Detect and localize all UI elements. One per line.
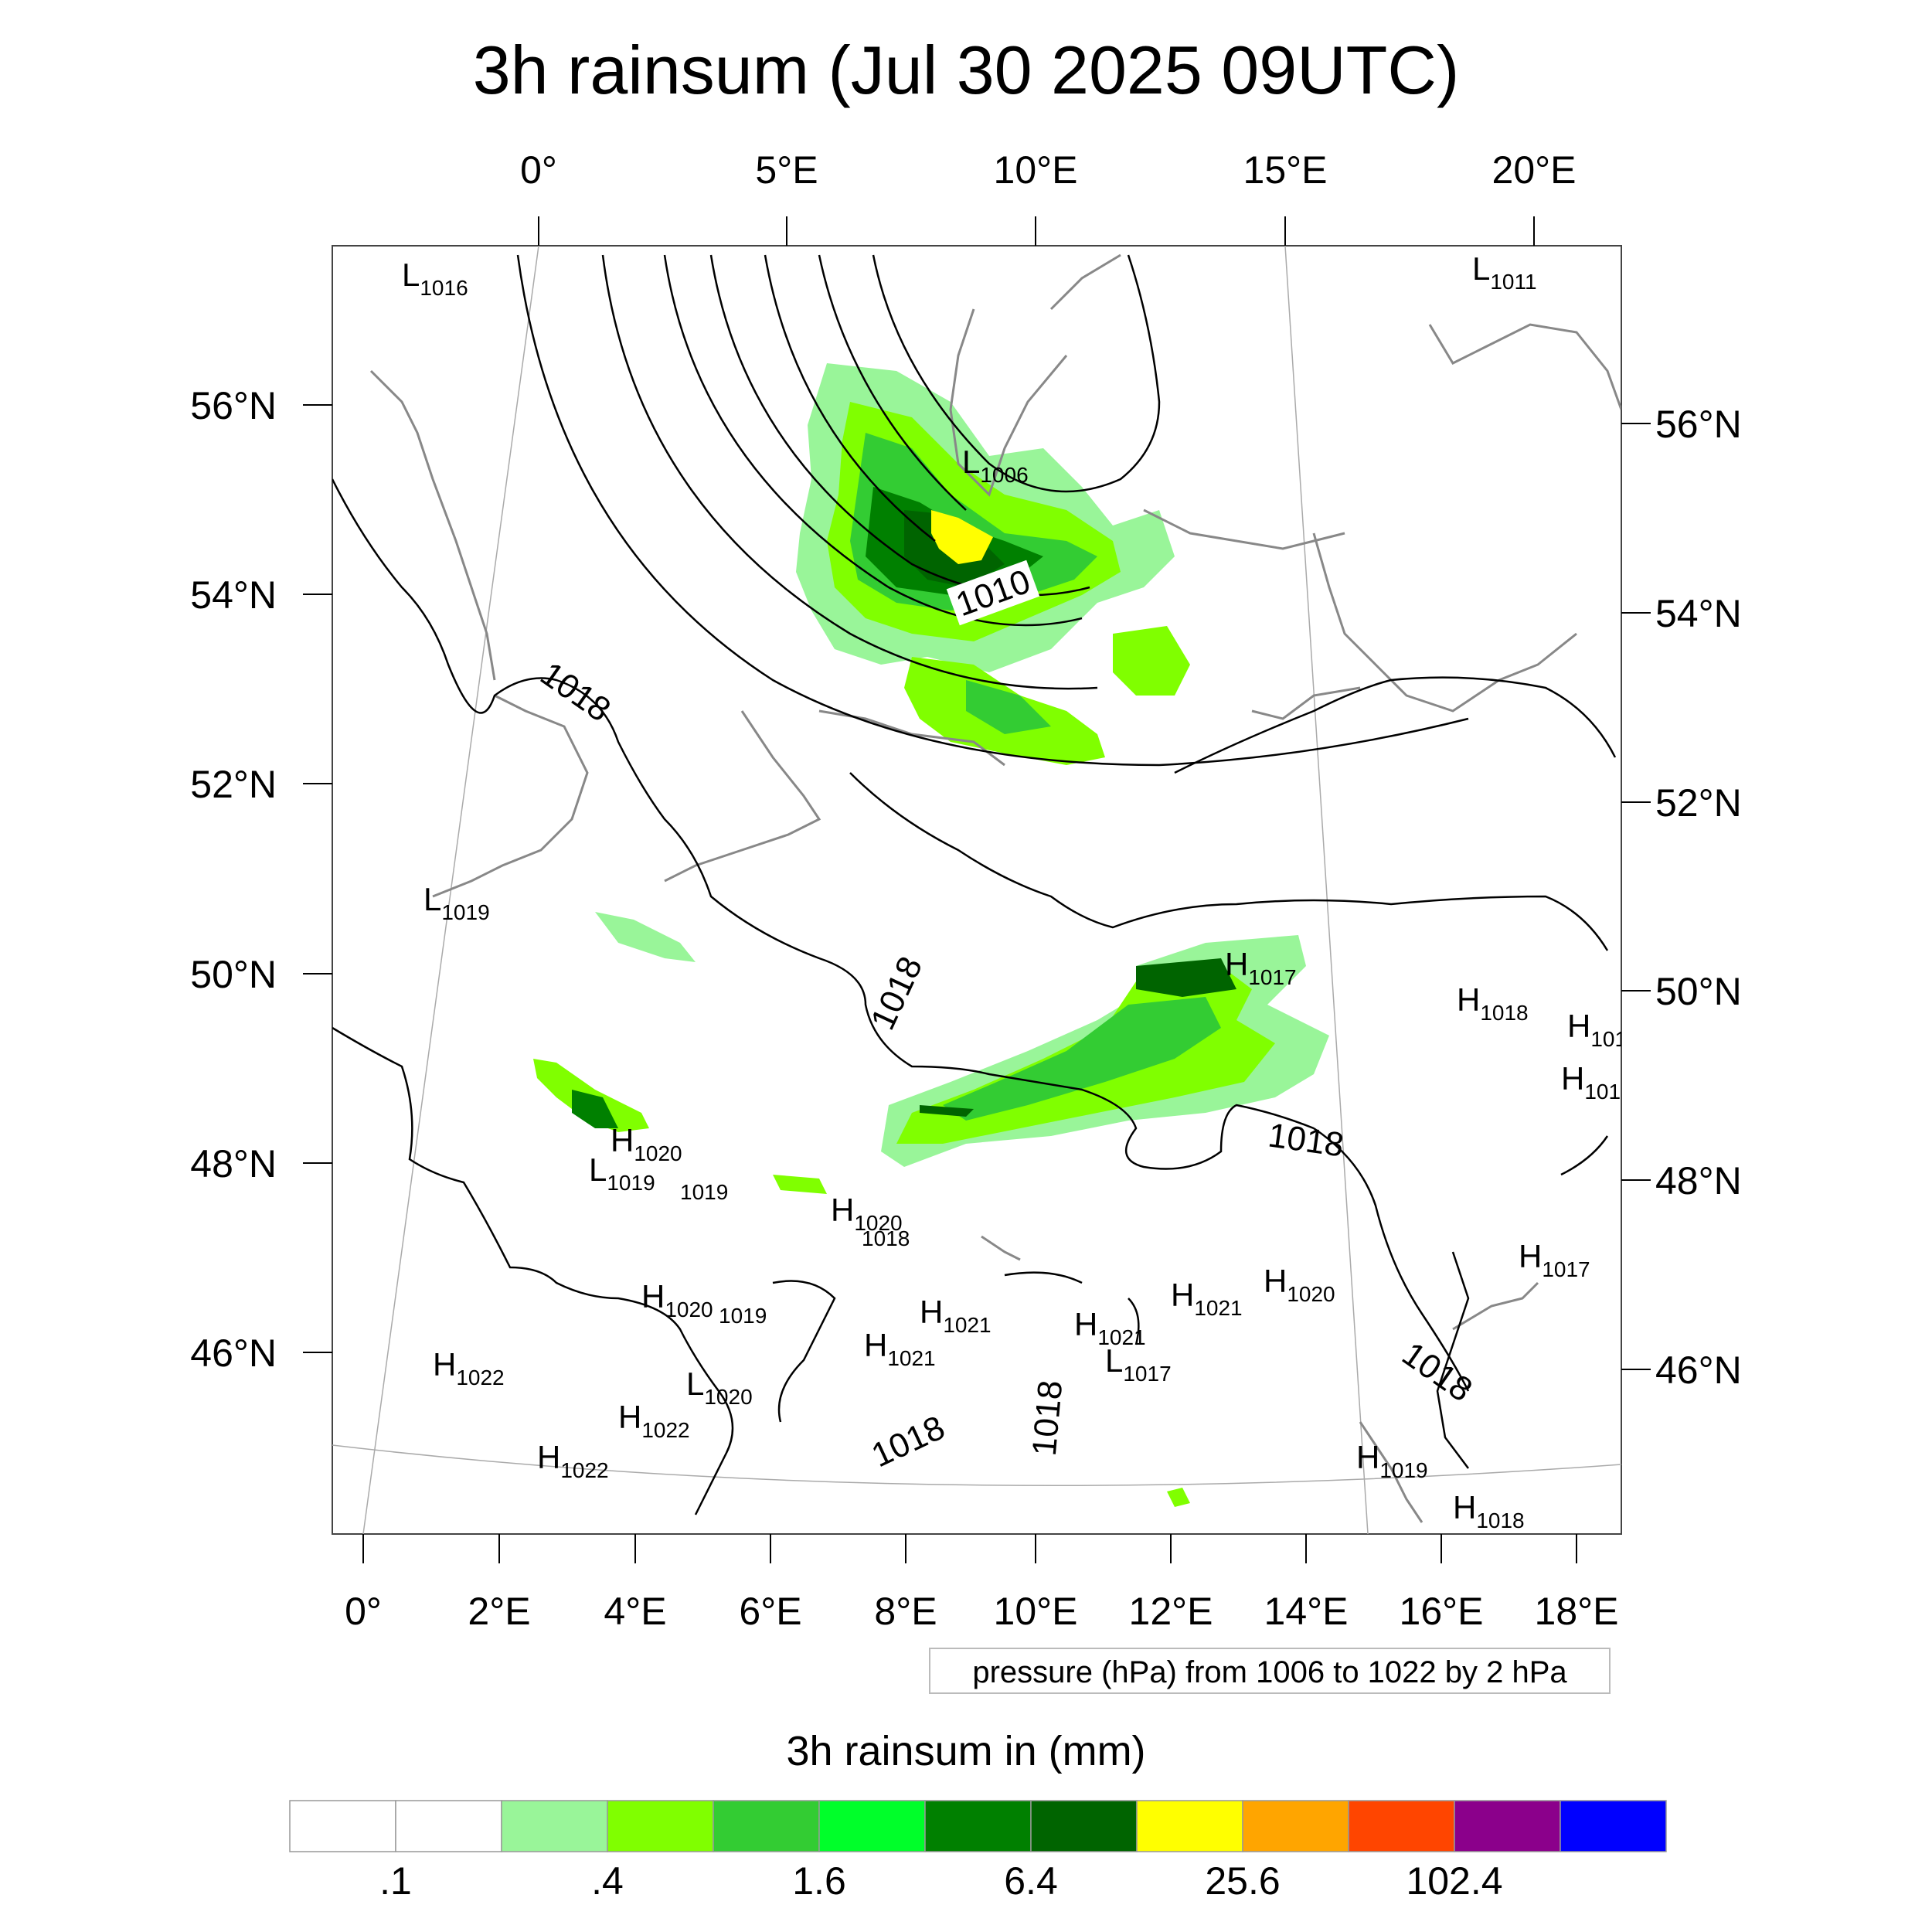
- colorbar-tick-label: .1: [379, 1859, 412, 1903]
- colorbar-title: 3h rainsum in (mm): [786, 1728, 1146, 1774]
- bottom-lon-label: 0°: [345, 1590, 382, 1633]
- low-pressure-label: L1019: [423, 881, 490, 924]
- colorbar-swatch: [501, 1800, 608, 1852]
- colorbar-swatch: [818, 1800, 926, 1852]
- high-pressure-label: H1020: [831, 1192, 903, 1235]
- top-lon-label: 15°E: [1243, 148, 1328, 192]
- bottom-lon-label: 10°E: [994, 1590, 1078, 1633]
- high-pressure-label: H1017: [1225, 946, 1297, 989]
- colorbar-swatch: [1136, 1800, 1243, 1852]
- right-lat-label: 46°N: [1655, 1349, 1742, 1392]
- colorbar-swatch: [1348, 1800, 1455, 1852]
- top-lon-label: 5°E: [755, 148, 818, 192]
- left-lat-label: 48°N: [190, 1142, 277, 1185]
- colorbar-swatch: [607, 1800, 714, 1852]
- colorbar-tick-label: 1.6: [792, 1859, 846, 1903]
- bottom-lon-label: 8°E: [874, 1590, 937, 1633]
- bottom-lon-label: 4°E: [604, 1590, 666, 1633]
- colorbar-swatch: [395, 1800, 502, 1852]
- bottom-lon-label: 16°E: [1400, 1590, 1484, 1633]
- left-lat-label: 56°N: [190, 384, 277, 427]
- left-lat-labels: 56°N 54°N 52°N 50°N 48°N 46°N: [190, 384, 277, 1375]
- high-pressure-label: H1022: [433, 1346, 505, 1389]
- right-ticks: [1621, 423, 1651, 1370]
- high-pressure-label: H1021: [1171, 1277, 1243, 1320]
- top-lon-labels: 0° 5°E 10°E 15°E 20°E: [520, 148, 1576, 192]
- isobar-label: 1018: [1026, 1379, 1070, 1458]
- high-pressure-label: H1019: [1356, 1439, 1428, 1482]
- right-lat-label: 50°N: [1655, 970, 1742, 1013]
- low-pressure-label: L1019: [589, 1151, 655, 1195]
- colorbar-swatch: [713, 1800, 820, 1852]
- right-lat-label: 52°N: [1655, 781, 1742, 825]
- minor-labels: 1019 1018 1019: [680, 1180, 910, 1328]
- colorbar-tick-label: 102.4: [1406, 1859, 1503, 1903]
- high-pressure-label: H1020: [1264, 1263, 1335, 1306]
- high-pressure-label: H1021: [920, 1294, 992, 1337]
- minor-label: 1018: [862, 1226, 910, 1250]
- high-pressure-label: H101: [1561, 1060, 1621, 1104]
- colorbar-swatch: [1454, 1800, 1561, 1852]
- low-pressure-label: L1006: [962, 444, 1029, 487]
- left-ticks: [303, 404, 332, 1353]
- high-pressure-label: H1022: [618, 1399, 690, 1442]
- colorbar-tick-label: 25.6: [1205, 1859, 1281, 1903]
- colorbar-swatch: [1030, 1800, 1138, 1852]
- colorbar-tick-label: .4: [591, 1859, 624, 1903]
- bottom-lon-label: 14°E: [1264, 1590, 1349, 1633]
- map-title: 3h rainsum (Jul 30 2025 09UTC): [472, 32, 1460, 108]
- colorbar-tick-label: 6.4: [1004, 1859, 1058, 1903]
- low-pressure-label: L1011: [1472, 250, 1537, 294]
- low-pressure-label: L1016: [402, 257, 468, 300]
- high-pressure-label: H101: [1567, 1008, 1627, 1051]
- low-pressure-label: L1017: [1105, 1342, 1172, 1386]
- right-lat-label: 56°N: [1655, 403, 1742, 446]
- colorbar-swatch: [1242, 1800, 1349, 1852]
- colorbar-swatch: [289, 1800, 396, 1852]
- high-pressure-label: H1018: [1457, 981, 1529, 1025]
- left-lat-label: 50°N: [190, 953, 277, 996]
- high-pressure-label: H1020: [641, 1278, 713, 1321]
- colorbar: [289, 1800, 1667, 1852]
- minor-label: 1019: [680, 1180, 728, 1204]
- right-lat-labels: 56°N 54°N 52°N 50°N 48°N 46°N: [1655, 403, 1742, 1392]
- bottom-lon-label: 18°E: [1535, 1590, 1619, 1633]
- colorbar-swatch: [1560, 1800, 1667, 1852]
- colorbar-swatch: [924, 1800, 1032, 1852]
- bottom-lon-label: 6°E: [739, 1590, 801, 1633]
- high-pressure-label: H1022: [537, 1439, 609, 1482]
- top-lon-label: 10°E: [994, 148, 1078, 192]
- left-lat-label: 46°N: [190, 1332, 277, 1375]
- minor-label: 1019: [719, 1304, 767, 1328]
- pressure-legend-note: pressure (hPa) from 1006 to 1022 by 2 hP…: [929, 1648, 1611, 1694]
- high-pressure-label: H1021: [1074, 1306, 1146, 1349]
- high-pressure-label: H1020: [611, 1122, 682, 1165]
- top-lon-label: 20°E: [1492, 148, 1577, 192]
- top-ticks: [538, 216, 1535, 246]
- low-pressure-label: L1020: [686, 1366, 753, 1409]
- right-lat-label: 48°N: [1655, 1159, 1742, 1202]
- bottom-lon-label: 2°E: [468, 1590, 530, 1633]
- bottom-lon-label: 12°E: [1129, 1590, 1213, 1633]
- top-lon-label: 0°: [520, 148, 557, 192]
- bottom-lon-labels: 0° 2°E 4°E 6°E 8°E 10°E 12°E 14°E 16°E 1…: [345, 1590, 1618, 1633]
- precip-areas: [533, 363, 1329, 1507]
- bottom-ticks: [362, 1534, 1577, 1563]
- high-pressure-label: H1017: [1519, 1238, 1590, 1281]
- isobars: [332, 254, 1617, 1515]
- right-lat-label: 54°N: [1655, 592, 1742, 635]
- left-lat-label: 52°N: [190, 763, 277, 806]
- high-pressure-label: H1021: [864, 1327, 936, 1370]
- left-lat-label: 54°N: [190, 573, 277, 617]
- pressure-centers: L1016 L1011 L1006 L1019 H1017 H1018 H101 H101 H1…: [402, 250, 1627, 1532]
- high-pressure-label: H1018: [1453, 1489, 1525, 1532]
